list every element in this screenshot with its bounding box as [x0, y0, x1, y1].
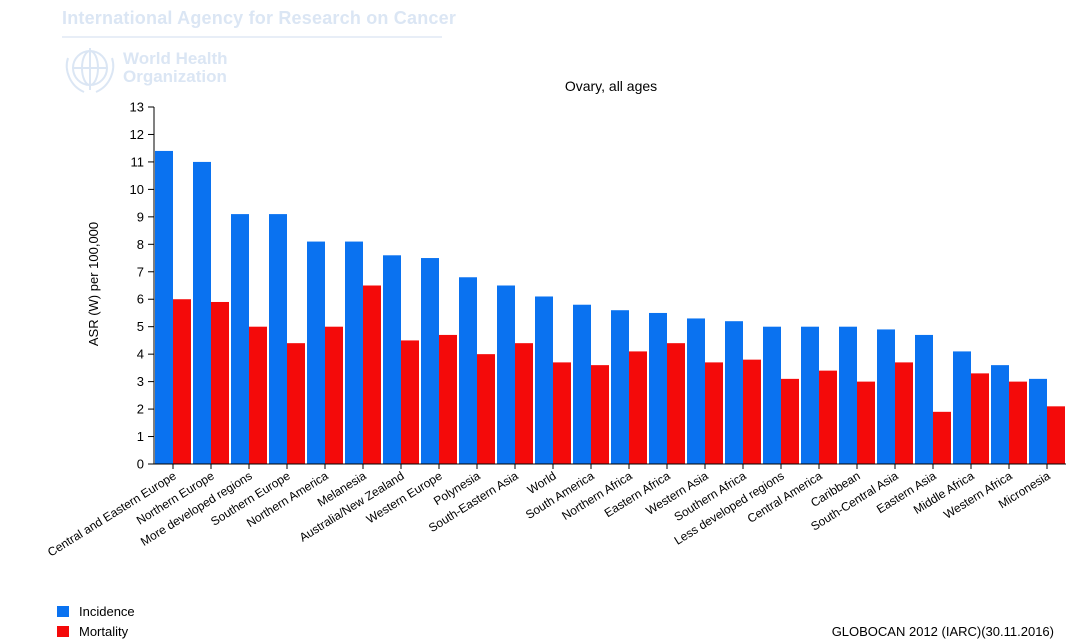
y-tick-label: 13	[130, 100, 144, 115]
bar-mortality-6	[401, 340, 419, 464]
legend-swatch-incidence	[57, 606, 69, 617]
bar-incidence-16	[763, 326, 781, 464]
who-line-2: Organization	[123, 67, 227, 86]
bar-incidence-11	[573, 304, 591, 464]
bar-mortality-3	[287, 343, 305, 464]
who-logo-icon	[65, 48, 115, 93]
bar-incidence-3	[269, 214, 287, 464]
y-axis-label: ASR (W) per 100,000	[86, 222, 101, 346]
bar-mortality-12	[629, 351, 647, 464]
iarc-header: International Agency for Research on Can…	[62, 8, 457, 28]
bar-incidence-5	[345, 241, 363, 464]
bar-incidence-17	[801, 326, 819, 464]
bar-incidence-22	[991, 365, 1009, 464]
bar-incidence-15	[725, 321, 743, 464]
bar-incidence-13	[649, 312, 667, 464]
y-tick-label: 8	[137, 237, 144, 252]
y-tick-label: 12	[130, 127, 144, 142]
legend-item-mortality: Mortality	[57, 624, 128, 639]
y-tick-label: 11	[131, 154, 145, 169]
y-tick-label: 5	[137, 319, 144, 334]
who-line-1: World Health	[123, 49, 228, 68]
bar-incidence-7	[421, 258, 439, 464]
who-name: World Health Organization	[123, 50, 228, 86]
legend-label-mortality: Mortality	[79, 624, 129, 639]
bar-mortality-14	[705, 362, 723, 464]
bar-mortality-7	[439, 334, 457, 464]
y-tick-label: 4	[137, 347, 144, 362]
bar-mortality-1	[211, 301, 229, 464]
bar-mortality-21	[971, 373, 989, 464]
bar-incidence-4	[307, 241, 325, 464]
bar-incidence-14	[687, 318, 705, 464]
bar-mortality-5	[363, 285, 381, 464]
bar-mortality-15	[743, 359, 761, 464]
y-tick-label: 0	[137, 457, 144, 472]
bar-mortality-16	[781, 378, 799, 464]
bar-incidence-9	[497, 285, 515, 464]
legend-label-incidence: Incidence	[79, 604, 135, 619]
header-divider	[62, 36, 442, 38]
y-tick-label: 10	[130, 182, 144, 197]
bar-mortality-4	[325, 326, 343, 464]
bar-mortality-13	[667, 343, 685, 464]
bar-mortality-2	[249, 326, 267, 464]
bar-incidence-19	[877, 329, 895, 464]
bar-mortality-10	[553, 362, 571, 464]
bar-incidence-6	[383, 255, 401, 464]
bar-incidence-2	[231, 214, 249, 464]
y-tick-label: 1	[137, 429, 144, 444]
y-tick-label: 2	[137, 402, 144, 417]
legend-swatch-mortality	[57, 626, 69, 637]
bar-incidence-10	[535, 296, 553, 464]
bar-mortality-11	[591, 365, 609, 464]
bar-mortality-9	[515, 343, 533, 464]
bar-mortality-17	[819, 370, 837, 464]
bar-incidence-1	[193, 161, 211, 464]
bar-mortality-22	[1009, 381, 1027, 464]
bar-incidence-18	[839, 326, 857, 464]
bar-incidence-0	[155, 150, 173, 464]
bar-chart: Ovary, all ages ASR (W) per 100,000 0123…	[45, 78, 1066, 559]
bar-mortality-8	[477, 354, 495, 464]
bar-mortality-18	[857, 381, 875, 464]
bar-incidence-8	[459, 277, 477, 464]
bar-incidence-12	[611, 310, 629, 464]
bar-incidence-21	[953, 351, 971, 464]
y-tick-label: 6	[137, 292, 144, 307]
bar-mortality-19	[895, 362, 913, 464]
source-citation: GLOBOCAN 2012 (IARC)(30.11.2016)	[831, 624, 1054, 639]
legend-item-incidence: Incidence	[57, 604, 135, 619]
bar-incidence-23	[1029, 378, 1047, 464]
bar-mortality-23	[1047, 406, 1065, 464]
bar-mortality-0	[173, 299, 191, 464]
chart-title: Ovary, all ages	[565, 78, 657, 94]
y-tick-label: 7	[137, 264, 144, 279]
bar-mortality-20	[933, 411, 951, 464]
y-tick-label: 3	[137, 374, 144, 389]
y-tick-label: 9	[137, 209, 144, 224]
bar-incidence-20	[915, 334, 933, 464]
bars-group	[155, 150, 1065, 464]
